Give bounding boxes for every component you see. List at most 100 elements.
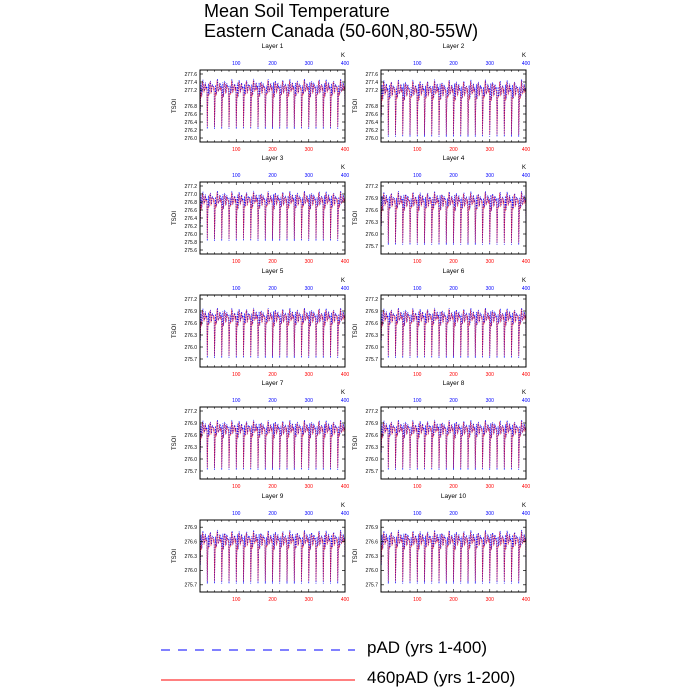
y-tick-label: 275.7	[184, 357, 197, 363]
series-line-460pad	[200, 531, 345, 582]
x-tick-label-top: 100	[413, 61, 422, 67]
y-tick-label: 277.2	[184, 88, 197, 94]
top-axis-unit-label: K	[522, 53, 526, 59]
y-tick-label: 276.9	[184, 421, 197, 427]
top-axis-unit-label: K	[341, 278, 345, 284]
x-tick-label-bottom: 300	[305, 372, 314, 378]
series-line-460pad	[200, 420, 345, 468]
y-tick-label: 276.9	[365, 525, 378, 531]
y-axis-label: TSOI	[172, 436, 178, 450]
x-tick-label-top: 100	[232, 173, 241, 179]
x-tick-label-top: 400	[522, 511, 531, 517]
x-tick-label-top: 400	[341, 398, 350, 404]
panel-title: Layer 7	[262, 380, 284, 387]
y-tick-label: 277.6	[365, 72, 378, 78]
x-tick-label-bottom: 100	[413, 484, 422, 490]
x-tick-label-top: 300	[486, 398, 495, 404]
x-tick-label-bottom: 100	[413, 147, 422, 153]
y-tick-label: 276.3	[365, 445, 378, 451]
x-tick-label-top: 200	[449, 286, 458, 292]
x-tick-label-top: 300	[486, 286, 495, 292]
x-tick-label-bottom: 200	[268, 484, 277, 490]
x-tick-label-top: 200	[449, 173, 458, 179]
top-axis-unit-label: K	[341, 503, 345, 509]
y-axis-label: TSOI	[353, 324, 359, 338]
x-tick-label-top: 100	[232, 286, 241, 292]
x-tick-label-top: 200	[449, 398, 458, 404]
y-tick-label: 276.3	[184, 445, 197, 451]
y-axis-label: TSOI	[172, 99, 178, 113]
y-tick-label: 276.6	[365, 539, 378, 545]
y-tick-label: 277.2	[365, 184, 378, 190]
y-tick-label: 276.6	[184, 208, 197, 214]
x-tick-label-top: 100	[232, 398, 241, 404]
y-tick-label: 277.6	[184, 72, 197, 78]
x-tick-label-bottom: 400	[522, 147, 531, 153]
y-tick-label: 277.2	[184, 297, 197, 303]
panel-8: Layer 8 K TSOI 277.2 276.9 276.6 276.3 276.0 275…	[353, 380, 530, 490]
x-tick-label-top: 100	[413, 398, 422, 404]
y-tick-label: 276.8	[184, 200, 197, 206]
panel-2: Layer 2 K TSOI 277.6 277.4 277.2 276.8 276.6 276…	[353, 43, 530, 153]
y-tick-label: 276.2	[365, 128, 378, 134]
panel-7: Layer 7 K TSOI 277.2 276.9 276.6 276.3 276.0 275…	[172, 380, 349, 490]
x-tick-label-bottom: 300	[486, 484, 495, 490]
top-axis-unit-label: K	[341, 390, 345, 396]
x-tick-label-top: 300	[486, 173, 495, 179]
y-tick-label: 275.7	[184, 469, 197, 475]
panel-title: Layer 3	[262, 155, 284, 162]
x-tick-label-bottom: 400	[522, 597, 531, 603]
x-tick-label-top: 300	[305, 173, 314, 179]
y-tick-label: 276.0	[365, 136, 378, 142]
panel-4: Layer 4 K TSOI 277.2 276.9 276.6 276.3 276.0 275…	[353, 155, 530, 265]
y-tick-label: 277.2	[184, 409, 197, 415]
y-tick-label: 276.4	[184, 120, 197, 126]
x-tick-label-bottom: 300	[305, 147, 314, 153]
top-axis-unit-label: K	[522, 278, 526, 284]
y-tick-label: 276.3	[365, 333, 378, 339]
y-tick-label: 277.4	[365, 80, 378, 86]
y-tick-label: 276.9	[365, 309, 378, 315]
x-tick-label-bottom: 200	[268, 372, 277, 378]
x-tick-label-bottom: 200	[449, 597, 458, 603]
y-tick-label: 275.8	[184, 240, 197, 246]
x-tick-label-top: 300	[305, 61, 314, 67]
y-tick-label: 277.2	[365, 409, 378, 415]
x-tick-label-top: 400	[341, 173, 350, 179]
x-tick-label-top: 100	[232, 61, 241, 67]
y-tick-label: 276.2	[184, 128, 197, 134]
x-tick-label-bottom: 200	[268, 259, 277, 265]
x-tick-label-top: 400	[341, 286, 350, 292]
y-tick-label: 276.0	[365, 345, 378, 351]
x-tick-label-bottom: 400	[341, 259, 350, 265]
x-tick-label-top: 300	[305, 511, 314, 517]
x-tick-label-bottom: 300	[305, 597, 314, 603]
x-tick-label-top: 300	[305, 398, 314, 404]
x-tick-label-top: 400	[522, 286, 531, 292]
x-tick-label-bottom: 300	[305, 484, 314, 490]
x-tick-label-bottom: 400	[341, 372, 350, 378]
x-tick-label-bottom: 200	[449, 372, 458, 378]
x-tick-label-top: 300	[486, 61, 495, 67]
top-axis-unit-label: K	[522, 503, 526, 509]
x-tick-label-bottom: 200	[268, 147, 277, 153]
x-tick-label-top: 400	[341, 61, 350, 67]
x-tick-label-top: 200	[268, 398, 277, 404]
y-tick-label: 276.6	[184, 321, 197, 327]
y-tick-label: 276.9	[184, 525, 197, 531]
panel-6: Layer 6 K TSOI 277.2 276.9 276.6 276.3 276.0 275…	[353, 268, 530, 378]
x-tick-label-top: 100	[413, 511, 422, 517]
panel-title: Layer 2	[443, 43, 465, 50]
x-tick-label-top: 100	[413, 173, 422, 179]
x-tick-label-bottom: 100	[232, 259, 241, 265]
y-tick-label: 276.9	[365, 421, 378, 427]
y-tick-label: 276.2	[184, 224, 197, 230]
y-axis-label: TSOI	[353, 436, 359, 450]
x-tick-label-bottom: 200	[449, 484, 458, 490]
y-tick-label: 276.0	[365, 568, 378, 574]
y-axis-label: TSOI	[353, 99, 359, 113]
x-tick-label-top: 400	[341, 511, 350, 517]
x-tick-label-top: 200	[449, 511, 458, 517]
x-tick-label-top: 200	[449, 61, 458, 67]
